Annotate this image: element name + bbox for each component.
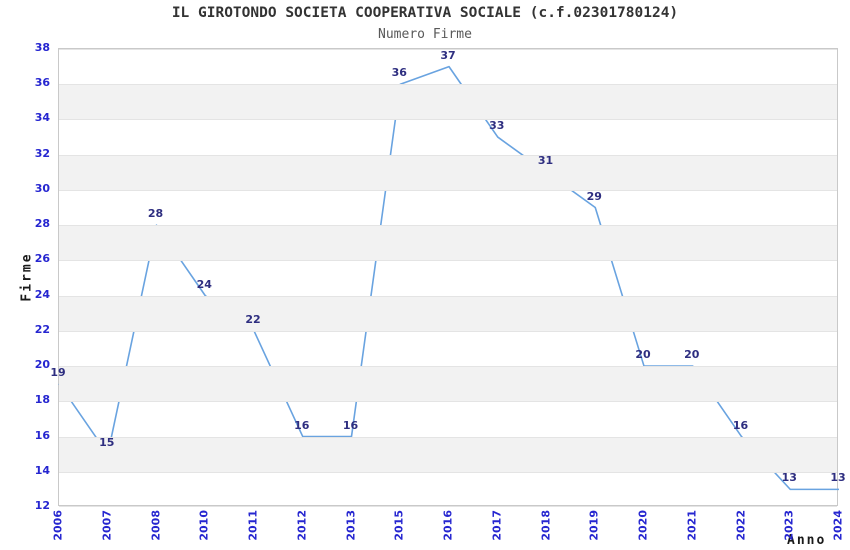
y-tick-label: 32 [34, 146, 50, 160]
gridline [59, 260, 837, 262]
plot-band [59, 154, 837, 190]
gridline [59, 506, 837, 507]
gridline [59, 119, 837, 121]
x-tick-label: 2010 [197, 510, 211, 541]
y-tick-label: 30 [34, 181, 50, 195]
gridline [59, 330, 837, 332]
x-tick-label: 2017 [490, 510, 504, 541]
data-label: 15 [99, 436, 115, 450]
x-axis-title: Anno [787, 533, 827, 548]
chart-subtitle: Numero Firme [378, 27, 472, 42]
data-label: 37 [440, 48, 456, 62]
y-tick-label: 28 [34, 217, 50, 231]
y-tick-label: 18 [34, 393, 50, 407]
x-tick-label: 2024 [831, 510, 845, 541]
chart-title: IL GIROTONDO SOCIETA COOPERATIVA SOCIALE… [171, 5, 679, 21]
data-label: 19 [50, 365, 66, 379]
plot-area [58, 48, 839, 507]
x-tick-label: 2021 [685, 510, 699, 541]
x-tick-label: 2023 [782, 510, 796, 541]
gridline [59, 366, 837, 368]
x-tick-label: 2006 [51, 510, 65, 541]
x-tick-label: 2015 [392, 510, 406, 541]
gridline [59, 471, 837, 473]
gridline [59, 154, 837, 156]
gridline [59, 436, 837, 438]
gridline [59, 295, 837, 297]
y-tick-label: 20 [34, 358, 50, 372]
x-tick-label: 2012 [295, 510, 309, 541]
plot-band [59, 225, 837, 261]
gridline [59, 189, 837, 191]
y-tick-label: 38 [34, 41, 50, 54]
data-label: 33 [489, 119, 505, 133]
data-label: 24 [196, 277, 212, 291]
gridline [59, 401, 837, 403]
data-label: 20 [684, 348, 700, 362]
data-label: 29 [586, 189, 602, 203]
y-tick-label: 16 [34, 428, 50, 442]
data-label: 16 [294, 418, 310, 432]
data-label: 22 [245, 312, 261, 326]
y-tick-label: 14 [34, 463, 50, 477]
x-tick-label: 2016 [441, 510, 455, 541]
y-tick-label: 26 [34, 252, 50, 266]
x-tick-label: 2018 [539, 510, 552, 541]
gridline [59, 49, 837, 50]
gridline [59, 225, 837, 227]
data-label: 31 [537, 154, 554, 168]
plot-band [59, 84, 837, 120]
gridline [59, 84, 837, 86]
data-label: 28 [147, 207, 164, 221]
x-tick-label: 2011 [246, 510, 260, 541]
data-label: 36 [391, 66, 407, 80]
data-label: 20 [635, 348, 651, 362]
data-label: 16 [342, 418, 359, 432]
y-tick-label: 36 [34, 76, 50, 90]
x-tick-label: 2007 [100, 510, 114, 541]
data-label: 16 [732, 418, 749, 432]
x-tick-label: 2019 [587, 510, 601, 541]
y-tick-label: 24 [34, 287, 50, 301]
x-tick-label: 2008 [149, 510, 162, 541]
x-tick-label: 2020 [636, 510, 650, 541]
plot-band [59, 366, 837, 402]
data-label: 13 [830, 471, 846, 485]
plot-band [59, 295, 837, 331]
y-tick-label: 12 [34, 499, 50, 512]
plot-band [59, 436, 837, 472]
x-tick-label: 2022 [734, 510, 747, 541]
y-tick-label: 22 [34, 322, 50, 336]
x-tick-label: 2013 [344, 510, 357, 541]
y-tick-label: 34 [34, 111, 50, 125]
data-label: 13 [781, 471, 797, 485]
series-polyline [58, 65, 839, 491]
